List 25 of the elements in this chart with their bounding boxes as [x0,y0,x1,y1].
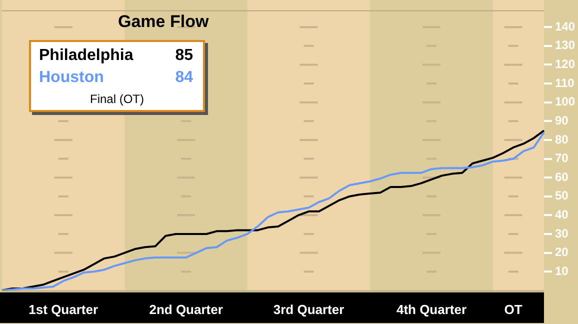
x-tick-label: 1st Quarter [28,302,98,317]
y-tick-label: 70 [554,151,569,166]
y-tick-label: 90 [554,113,569,128]
y-tick-label: 60 [554,170,569,184]
annotation: 84 [175,68,193,88]
y-tick-label: 140 [554,19,576,34]
y-tick-label: 110 [554,76,575,90]
y-tick-label: 100 [554,94,576,109]
x-tick-label: 4th Quarter [396,302,467,317]
y-tick-label: 10 [554,264,569,278]
y-tick-label: 40 [554,207,569,222]
y-tick-label: 20 [554,245,569,260]
x-tick-label: 3rd Quarter [273,302,344,317]
text: Houston [39,68,104,88]
chart-title: Game Flow [118,12,209,32]
x-tick-label: OT [504,302,522,317]
annotation: 85 [175,46,193,66]
y-tick-label: 120 [554,57,576,72]
x-tick-label: 2nd Quarter [149,302,223,317]
y-tick-label: 50 [554,188,569,203]
y-tick-label: 130 [554,38,576,52]
y-tick-label: 30 [554,226,569,240]
text: Philadelphia [39,46,134,66]
y-tick-label: 80 [554,132,569,146]
annotation: Final (OT) [89,92,145,106]
